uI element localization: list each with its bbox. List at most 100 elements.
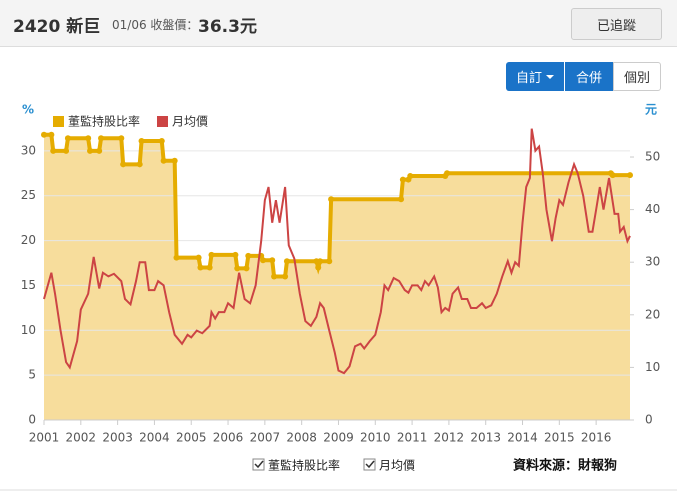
x-tick-label: 2009 [323, 431, 354, 445]
point [328, 196, 335, 203]
legend-label: 董監持股比率 [68, 114, 140, 129]
y2-tick-label: 10 [645, 360, 660, 374]
y-tick-label: 30 [21, 143, 36, 157]
y2-tick-label: 50 [645, 150, 660, 164]
point [326, 258, 333, 265]
y-tick-label: 5 [28, 368, 36, 382]
footer-legend[interactable]: 月均價 [379, 459, 415, 473]
x-tick-label: 2001 [29, 431, 60, 445]
y-tick-label: 25 [21, 188, 36, 202]
button-label: 個別 [623, 71, 650, 86]
point [120, 161, 127, 168]
point [85, 135, 92, 142]
point [609, 172, 616, 179]
plot [41, 128, 634, 425]
x-tick-label: 2010 [360, 431, 391, 445]
point [96, 147, 103, 154]
date-label: 01/06 收盤價： [112, 18, 199, 32]
checkbox[interactable] [252, 458, 265, 471]
point [50, 147, 57, 154]
point [118, 135, 125, 142]
x-tick-label: 2013 [470, 431, 501, 445]
checkbox[interactable] [363, 458, 376, 471]
point [398, 196, 405, 203]
button-label: 已追蹤 [596, 18, 636, 34]
point [234, 265, 241, 272]
y-axis-label: % [22, 103, 34, 117]
y2-tick-label: 40 [645, 202, 660, 216]
button-label: 自訂 [515, 71, 542, 86]
y-tick-label: 0 [28, 413, 36, 427]
x-tick-label: 2011 [397, 431, 428, 445]
point [444, 170, 451, 177]
x-tick-label: 2007 [250, 431, 281, 445]
y-tick-label: 20 [21, 233, 36, 247]
point [407, 172, 414, 179]
legend-swatch [157, 116, 168, 127]
point [282, 273, 289, 280]
point [315, 264, 322, 271]
x-tick-label: 2005 [176, 431, 207, 445]
button-label: 合併 [575, 71, 602, 86]
y2-tick-label: 20 [645, 307, 660, 321]
line [43, 128, 631, 375]
point [399, 176, 406, 183]
custom-button[interactable]: 自訂 [506, 62, 564, 91]
point [283, 258, 290, 265]
check [365, 460, 375, 469]
y2-tick-label: 30 [645, 255, 660, 269]
stock-name: 2420 新巨 [13, 17, 101, 37]
x-tick-label: 2003 [102, 431, 133, 445]
legend-label: 月均價 [172, 115, 208, 129]
point [197, 264, 204, 271]
area [44, 134, 630, 421]
check [254, 460, 264, 469]
track-button[interactable]: 已追蹤 [571, 8, 662, 40]
point [160, 157, 167, 164]
point [98, 135, 105, 142]
point [136, 161, 143, 168]
legend-swatch [53, 116, 64, 127]
merged-button[interactable]: 合併 [565, 62, 613, 91]
footer-legend[interactable]: 董監持股比率 [268, 458, 340, 473]
header: 2420 新巨 01/06 收盤價： 36.3元 已追蹤 [0, 0, 677, 47]
point [271, 273, 278, 280]
point [243, 265, 250, 272]
point [171, 157, 178, 164]
y2-axis-label: 元 [645, 103, 657, 117]
x-tick-label: 2012 [434, 431, 465, 445]
point [260, 257, 267, 264]
x-tick-label: 2002 [66, 431, 97, 445]
point [208, 251, 215, 258]
caret [546, 74, 554, 79]
point [87, 147, 94, 154]
point [206, 264, 213, 271]
point [627, 172, 633, 179]
y-tick-label: 15 [21, 278, 36, 292]
x-tick-label: 2006 [213, 431, 244, 445]
point [64, 135, 71, 142]
point [158, 137, 165, 144]
separate-button[interactable]: 個別 [613, 62, 661, 91]
y2-tick-label: 0 [645, 413, 653, 427]
point [63, 147, 70, 154]
point [317, 258, 324, 265]
point [195, 254, 202, 261]
point [173, 254, 180, 261]
point [232, 251, 239, 258]
y-tick-label: 10 [21, 323, 36, 337]
point [269, 257, 276, 264]
x-tick-label: 2004 [139, 431, 170, 445]
x-tick-label: 2016 [581, 431, 612, 445]
source: 資料來源：財報狗 [513, 458, 617, 474]
point [41, 131, 47, 138]
x-tick-label: 2014 [507, 431, 538, 445]
point [48, 131, 55, 138]
point [138, 137, 145, 144]
x-tick-label: 2008 [286, 431, 317, 445]
point [245, 252, 252, 259]
x-tick-label: 2015 [544, 431, 575, 445]
price: 36.3元 [198, 17, 257, 37]
